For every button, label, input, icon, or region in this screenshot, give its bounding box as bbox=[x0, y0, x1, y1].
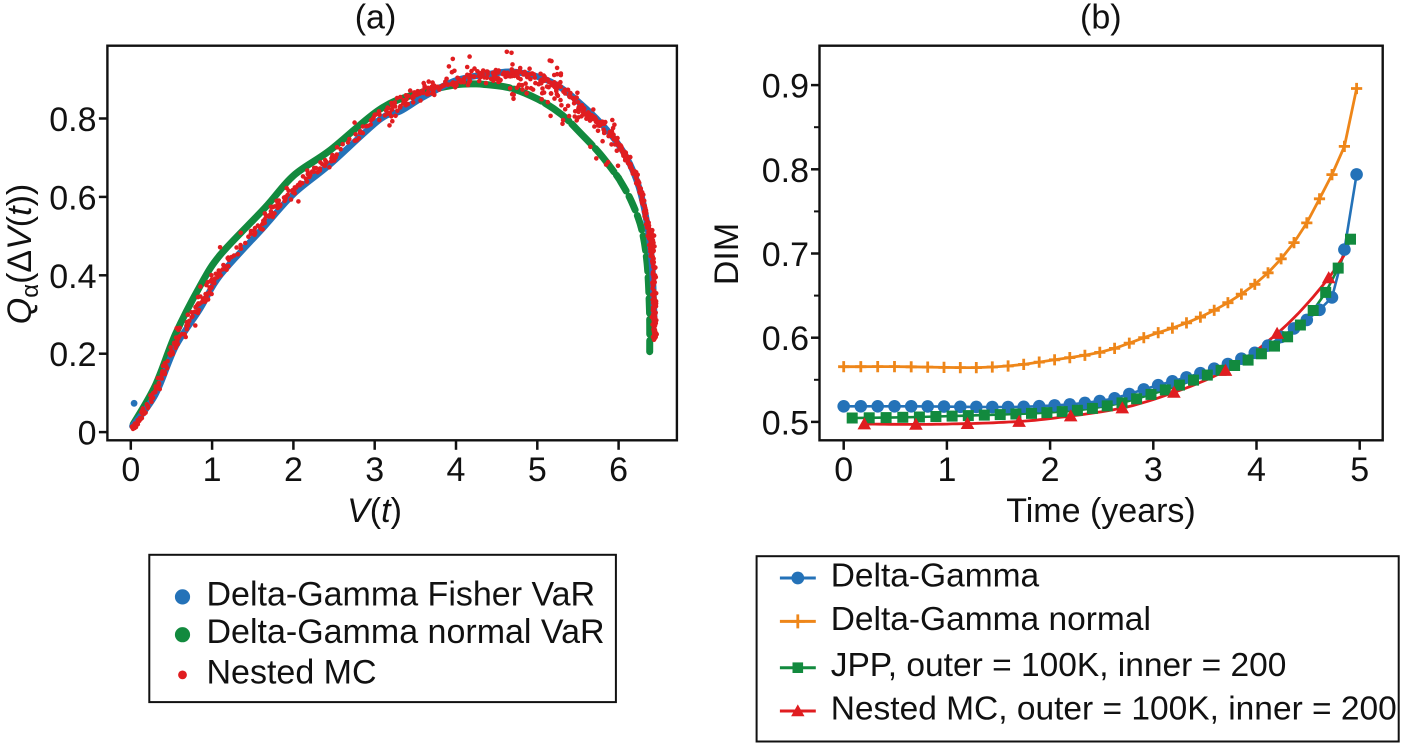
svg-text:0.7: 0.7 bbox=[762, 236, 809, 274]
svg-text:3: 3 bbox=[1144, 451, 1163, 489]
svg-text:4: 4 bbox=[447, 451, 466, 489]
svg-text:0.8: 0.8 bbox=[762, 152, 809, 190]
svg-text:Nested MC, outer = 100K, inner: Nested MC, outer = 100K, inner = 200 bbox=[831, 690, 1397, 727]
svg-text:0.9: 0.9 bbox=[762, 68, 809, 106]
svg-text:6: 6 bbox=[609, 451, 628, 489]
svg-text:0.2: 0.2 bbox=[49, 336, 96, 374]
svg-text:0: 0 bbox=[834, 451, 853, 489]
svg-text:V(t): V(t) bbox=[347, 492, 402, 530]
svg-text:2: 2 bbox=[284, 451, 303, 489]
svg-text:5: 5 bbox=[528, 451, 547, 489]
svg-text:JPP, outer = 100K, inner = 200: JPP, outer = 100K, inner = 200 bbox=[831, 647, 1287, 684]
svg-text:3: 3 bbox=[365, 451, 384, 489]
svg-text:5: 5 bbox=[1350, 451, 1369, 489]
svg-text:0: 0 bbox=[121, 451, 140, 489]
svg-text:0.6: 0.6 bbox=[49, 179, 96, 217]
svg-text:(b): (b) bbox=[1080, 0, 1122, 37]
svg-text:Delta-Gamma normal: Delta-Gamma normal bbox=[831, 601, 1151, 638]
svg-text:1: 1 bbox=[203, 451, 222, 489]
svg-text:4: 4 bbox=[1247, 451, 1266, 489]
svg-text:Nested MC: Nested MC bbox=[207, 653, 377, 691]
svg-text:0.8: 0.8 bbox=[49, 101, 96, 139]
svg-text:0.4: 0.4 bbox=[49, 258, 96, 296]
svg-text:Delta-Gamma normal VaR: Delta-Gamma normal VaR bbox=[207, 613, 605, 651]
svg-text:Qα(ΔV(t)): Qα(ΔV(t)) bbox=[1, 184, 44, 325]
svg-text:0: 0 bbox=[78, 415, 97, 453]
svg-text:(a): (a) bbox=[355, 0, 397, 37]
svg-text:2: 2 bbox=[1041, 451, 1060, 489]
svg-text:0.6: 0.6 bbox=[762, 320, 809, 358]
svg-text:0.5: 0.5 bbox=[762, 404, 809, 442]
svg-text:Delta-Gamma Fisher VaR: Delta-Gamma Fisher VaR bbox=[207, 575, 596, 613]
svg-text:Time (years): Time (years) bbox=[1006, 492, 1196, 530]
svg-text:DIM: DIM bbox=[708, 223, 746, 285]
svg-text:Delta-Gamma: Delta-Gamma bbox=[831, 557, 1040, 594]
svg-text:1: 1 bbox=[937, 451, 956, 489]
